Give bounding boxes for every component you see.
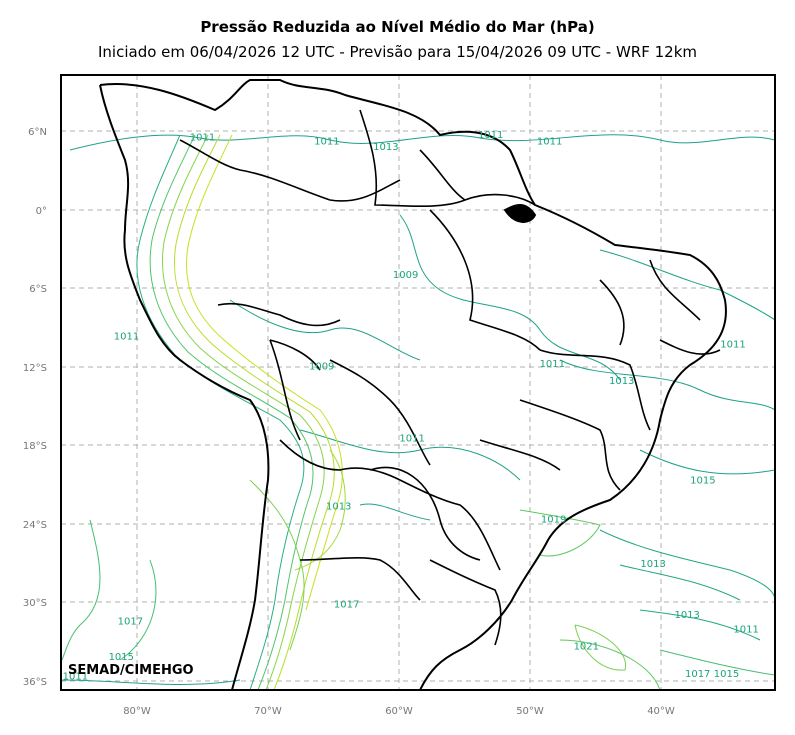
- isobar-labels: 1011 1013 1011 1011 1011 1011 1009 1009 1011 1013…: [63, 130, 759, 683]
- isobar-line: [659, 649, 775, 676]
- coastline: [99, 79, 727, 690]
- isobar-label: 1009: [309, 362, 334, 373]
- isobar-line: [359, 503, 431, 521]
- isobar-label: 1011: [63, 672, 88, 683]
- isobar-line: [639, 449, 775, 475]
- isobar-line: [559, 359, 775, 411]
- isobar-label: 1021: [574, 642, 599, 653]
- isobar-line: [619, 564, 741, 601]
- lat-tick: 36°S: [23, 677, 47, 688]
- lat-tick: 6°S: [29, 284, 47, 295]
- isobar-label: 1011: [537, 137, 562, 148]
- lon-tick: 50°W: [516, 706, 544, 717]
- isobar-line: [119, 559, 157, 661]
- lon-tick: 60°W: [385, 706, 413, 717]
- isobar-contours: [61, 134, 775, 690]
- isobar-label: 1011: [190, 133, 215, 144]
- map-title: Pressão Reduzida ao Nível Médio do Mar (…: [200, 18, 595, 36]
- map-frame: [60, 74, 776, 691]
- isobar-label: 1015: [714, 669, 739, 680]
- country-borders: [179, 109, 721, 646]
- isobar-label: 1011: [314, 137, 339, 148]
- isobar-label: 1017: [118, 617, 143, 628]
- lat-tick: 0°: [36, 206, 47, 217]
- isobar-line: [174, 134, 335, 690]
- lat-tick: 24°S: [23, 520, 47, 531]
- isobar-line: [229, 299, 421, 361]
- isobar-line: [136, 134, 305, 690]
- isobar-line: [559, 639, 661, 690]
- isobar-line: [599, 249, 775, 321]
- isobar-label: 1013: [640, 559, 665, 570]
- isobar-line: [61, 679, 241, 685]
- isobar-label: 1013: [326, 502, 351, 513]
- credit-label: SEMAD/CIMEHGO: [68, 663, 194, 678]
- isobar-label: 1011: [114, 332, 139, 343]
- lat-tick: 6°N: [28, 127, 47, 138]
- lon-tick: 40°W: [647, 706, 675, 717]
- lon-tick: 80°W: [123, 706, 151, 717]
- isobar-line: [574, 624, 626, 671]
- lat-tick: 30°S: [23, 598, 47, 609]
- isobar-line: [61, 519, 101, 661]
- isobar-label: 1019: [541, 515, 566, 526]
- isobar-label: 1011: [399, 434, 424, 445]
- isobar-label: 1015: [690, 475, 715, 486]
- map-subtitle: Iniciado em 06/04/2026 12 UTC - Previsão…: [97, 43, 698, 61]
- isobar-label: 1015: [109, 652, 134, 663]
- isobar-line: [186, 134, 343, 611]
- isobar-line: [599, 529, 775, 601]
- isobar-label: 1013: [373, 142, 398, 153]
- isobar-label: 1017: [334, 600, 359, 611]
- isobar-label: 1009: [393, 270, 418, 281]
- isobar-line: [639, 609, 761, 641]
- lat-tick: 18°S: [23, 441, 47, 452]
- isobar-label: 1011: [720, 339, 745, 350]
- isobar-label: 1013: [609, 376, 634, 387]
- isobar-line: [299, 429, 521, 481]
- isobar-line: [162, 134, 325, 690]
- lat-axis: 6°N 0° 6°S 12°S 18°S 24°S 30°S 36°S: [23, 127, 47, 688]
- isobar-line: [69, 134, 775, 151]
- isobar-line: [519, 509, 601, 557]
- isobar-label: 1011: [733, 625, 758, 636]
- lon-axis: 80°W 70°W 60°W 50°W 40°W: [123, 706, 675, 717]
- isobar-label: 1011: [540, 359, 565, 370]
- isobar-line: [149, 134, 314, 690]
- lat-tick: 12°S: [23, 363, 47, 374]
- isobar-label: 1011: [478, 130, 503, 141]
- isobar-label: 1017: [685, 669, 710, 680]
- isobar-label: 1013: [674, 610, 699, 621]
- lon-tick: 70°W: [254, 706, 282, 717]
